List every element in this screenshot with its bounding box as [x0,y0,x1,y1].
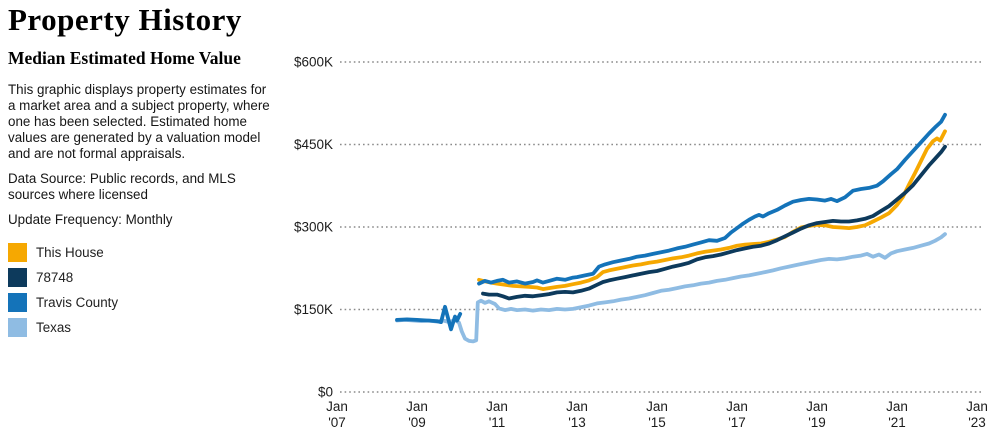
update-frequency-note: Update Frequency: Monthly [8,212,173,227]
legend-item-texas[interactable]: Texas [8,317,284,337]
description-body: This graphic displays property estimates… [8,82,270,161]
y-axis-tick-label: $0 [318,385,333,400]
legend-label: Travis County [36,294,119,310]
x-axis-tick-label: Jan [726,399,748,414]
y-axis-tick-label: $450K [294,137,333,152]
y-axis-tick-label: $300K [294,220,333,235]
x-axis-tick-label: '19 [808,415,826,430]
texas-swatch-icon [8,317,27,337]
series-line-this-house [477,129,947,291]
this-house-swatch-icon [8,242,27,262]
x-axis-tick-label: Jan [886,399,908,414]
series-line-travis-county [395,304,463,332]
travis-county-swatch-icon [8,292,27,312]
x-axis-tick-label: '09 [408,415,426,430]
x-axis-tick-label: Jan [646,399,668,414]
x-axis-tick-label: Jan [406,399,428,414]
x-axis-tick-label: '07 [328,415,346,430]
x-axis-tick-label: '23 [968,415,986,430]
legend-item-78748[interactable]: 78748 [8,267,284,287]
chart-subtitle: Median Estimated Home Value [8,48,241,68]
legend-label: Texas [36,319,71,335]
series-line-travis-county [477,112,947,286]
x-axis-tick-label: Jan [486,399,508,414]
x-axis-tick-label: '11 [489,415,506,430]
x-axis-tick-label: '15 [648,415,666,430]
x-axis-tick-label: '17 [728,415,746,430]
chart-legend: This House 78748 Travis County Texas [8,242,284,337]
data-source-note: Data Source: Public records, and MLS sou… [8,171,236,202]
legend-item-this-house[interactable]: This House [8,242,284,262]
x-axis-tick-label: Jan [326,399,348,414]
x-axis-tick-label: '21 [888,415,906,430]
x-axis-tick-label: Jan [566,399,588,414]
chart-info-sidebar: Property History Median Estimated Home V… [8,2,284,342]
series-line-78748 [481,144,947,301]
y-axis-tick-label: $150K [294,302,333,317]
page-title: Property History [8,2,242,37]
x-axis-tick-label: '13 [568,415,586,430]
legend-label: 78748 [36,269,74,285]
x-axis-tick-label: Jan [806,399,828,414]
legend-label: This House [36,244,104,260]
series-line-texas [395,232,947,344]
y-axis-tick-label: $600K [294,55,333,70]
zip-78748-swatch-icon [8,267,27,287]
chart-description: This graphic displays property estimates… [8,82,284,228]
x-axis-tick-label: Jan [966,399,988,414]
legend-item-travis-county[interactable]: Travis County [8,292,284,312]
